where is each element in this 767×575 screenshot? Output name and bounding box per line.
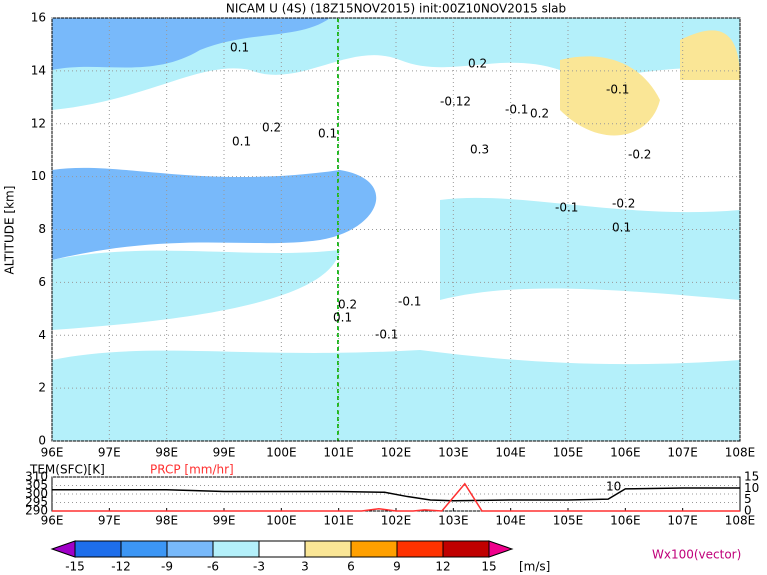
- colorbar-box: [166, 540, 214, 558]
- colorbar-label: 3: [301, 560, 309, 574]
- colorbar-cap: [488, 540, 514, 558]
- x-tick-label: 102E: [381, 446, 412, 460]
- chart-title: NICAM U (4S) (18Z15NOV2015) init:00Z10NO…: [226, 2, 566, 16]
- x-tick-label: 106E: [610, 446, 641, 460]
- colorbar-label: 6: [347, 560, 355, 574]
- colorbar-box: [258, 540, 306, 558]
- y2-tick-label: 0: [744, 504, 752, 518]
- x-tick-label: 99E: [213, 446, 236, 460]
- contour-label: 0.2: [262, 121, 281, 135]
- x-tick-label: 108E: [725, 446, 756, 460]
- contour-label: 0.1: [612, 221, 631, 235]
- series-line: [52, 487, 740, 502]
- x-tick-label: 100E: [266, 514, 297, 528]
- shading: [52, 18, 740, 441]
- x-tick-label: 98E: [155, 514, 178, 528]
- contour-label: 0.1: [230, 41, 249, 55]
- shade: [52, 18, 330, 70]
- colorbar-label: 12: [435, 560, 450, 574]
- contour-label: 0.2: [530, 107, 549, 121]
- x-tick-label: 103E: [438, 446, 469, 460]
- x-tick-label: 102E: [381, 514, 412, 528]
- y-tick-label: 0: [38, 434, 46, 448]
- shade: [52, 167, 377, 260]
- colorbar-box: [212, 540, 260, 558]
- contour-label: 0.1: [232, 135, 251, 149]
- contour-label: -0.2: [612, 197, 635, 211]
- y2-tick-label: 15: [744, 470, 759, 484]
- colorbar-unit: [m/s]: [519, 560, 550, 574]
- y-tick-label: 290: [25, 504, 48, 518]
- x-tick-label: 107E: [667, 514, 698, 528]
- y-tick-label: 295: [25, 495, 48, 509]
- colorbar-box: [304, 540, 352, 558]
- colorbar-box: [396, 540, 444, 558]
- annotation: 10: [606, 480, 621, 494]
- contour-label: -0.1: [505, 103, 528, 117]
- y-tick-label: 14: [31, 63, 46, 77]
- series-line: [52, 482, 740, 512]
- x-tick-label: 105E: [553, 446, 584, 460]
- x-tick-label: 106E: [610, 514, 641, 528]
- x-tick-label: 97E: [98, 514, 121, 528]
- x-tick-label: 96E: [41, 446, 64, 460]
- x-tick-label: 101E: [323, 446, 354, 460]
- y-tick-label: 8: [38, 222, 46, 236]
- colorbar-label: -3: [253, 560, 265, 574]
- y-tick-label: 300: [25, 487, 48, 501]
- x-tick-label: 107E: [667, 446, 698, 460]
- x-tick-label: 97E: [98, 446, 121, 460]
- legend-label: PRCP [mm/hr]: [150, 463, 234, 477]
- contour-label: -0.1: [398, 295, 421, 309]
- vector-label: Wx100(vector): [652, 548, 741, 562]
- x-tick-label: 99E: [213, 514, 236, 528]
- y-tick-label: 2: [38, 381, 46, 395]
- x-tick-label: 108E: [725, 514, 756, 528]
- contour-label: 0.1: [318, 127, 337, 141]
- shade: [680, 30, 740, 80]
- y-tick-label: 305: [25, 478, 48, 492]
- y-tick-label: 4: [38, 328, 46, 342]
- x-tick-label: 100E: [266, 446, 297, 460]
- colorbar-label: -15: [65, 560, 85, 574]
- colorbar-box: [74, 540, 122, 558]
- colorbar-label: -9: [161, 560, 173, 574]
- colorbar-box: [350, 540, 398, 558]
- contour-label: -0.1: [555, 201, 578, 215]
- contour-label: -0.12: [440, 95, 471, 109]
- x-tick-label: 104E: [495, 446, 526, 460]
- contour-label: -0.1: [375, 328, 398, 342]
- colorbar-box: [442, 540, 490, 558]
- x-tick-label: 104E: [495, 514, 526, 528]
- x-tick-label: 105E: [553, 514, 584, 528]
- colorbar-label: 9: [393, 560, 401, 574]
- contour-label: 0.2: [338, 298, 357, 312]
- y-axis-label: ALTITUDE [km]: [3, 186, 17, 275]
- contour-label: 0.2: [468, 57, 487, 71]
- y2-tick-label: 5: [744, 492, 752, 506]
- x-tick-label: 98E: [155, 446, 178, 460]
- shade: [52, 250, 340, 330]
- contour-label: -0.1: [606, 83, 629, 97]
- contour-label: 0.3: [470, 143, 489, 157]
- colorbar-box: [120, 540, 168, 558]
- x-tick-label: 103E: [438, 514, 469, 528]
- colorbar-label: -6: [207, 560, 219, 574]
- shade: [560, 56, 660, 136]
- contour-label: 0.1: [333, 311, 352, 325]
- contour-label: -0.2: [628, 148, 651, 162]
- y2-tick-label: 10: [744, 481, 759, 495]
- y-tick-label: 310: [25, 470, 48, 484]
- x-tick-label: 101E: [323, 514, 354, 528]
- legend-label: TEM(SFC)[K]: [29, 463, 105, 477]
- colorbar-label: -12: [111, 560, 131, 574]
- colorbar-label: 15: [481, 560, 496, 574]
- y-tick-label: 16: [31, 11, 46, 25]
- y-tick-label: 10: [31, 169, 46, 183]
- shade: [440, 197, 740, 300]
- y-tick-label: 6: [38, 275, 46, 289]
- y-tick-label: 12: [31, 116, 46, 130]
- x-tick-label: 96E: [41, 514, 64, 528]
